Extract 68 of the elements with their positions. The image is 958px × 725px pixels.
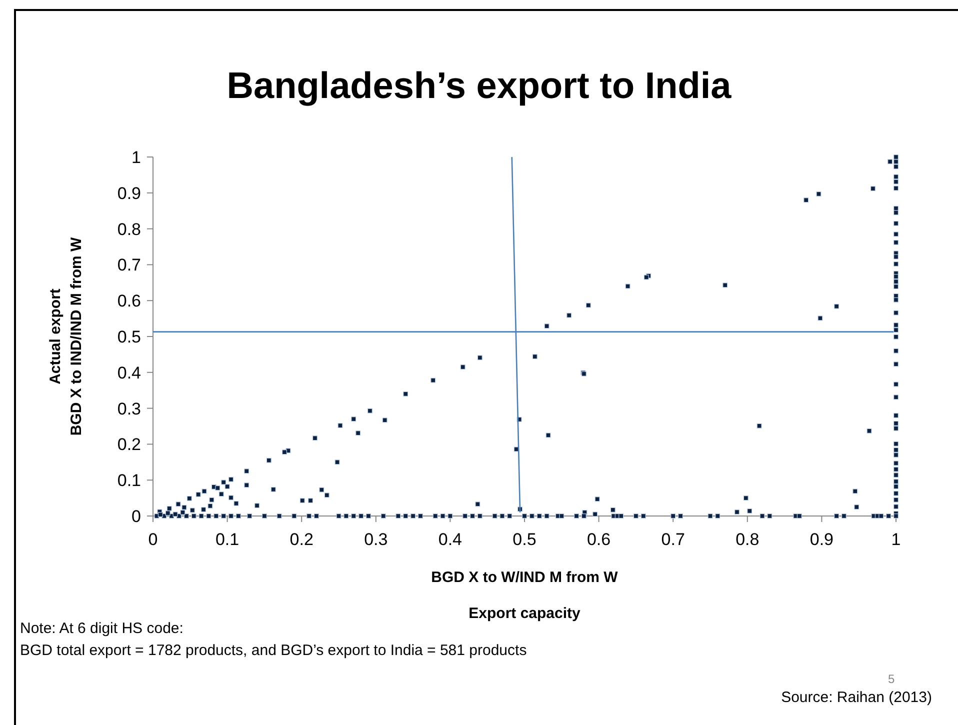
point: [894, 179, 898, 184]
y-tick-label: 0.3: [117, 399, 141, 418]
point: [894, 297, 898, 302]
point: [894, 426, 898, 431]
point: [894, 210, 898, 216]
point: [894, 514, 898, 518]
y-tick-label: 0: [132, 506, 141, 526]
source-note: Source: Raihan (2013): [781, 689, 932, 706]
y-tick-label: 1: [132, 148, 141, 167]
y-tick-label: 0.7: [117, 256, 141, 275]
point: [894, 452, 898, 458]
y-tick-label: 0.5: [117, 327, 141, 346]
x-tick-label: 0.9: [810, 530, 834, 549]
x-tick-label: 0.2: [290, 530, 314, 549]
point: [894, 284, 898, 290]
point: [894, 174, 898, 180]
x-tick-label: 0.8: [736, 530, 760, 549]
x-tick-label: 0.5: [512, 530, 536, 549]
point: [894, 484, 898, 490]
point: [894, 322, 898, 328]
point: [894, 261, 898, 266]
y-tick-label: 0.8: [117, 220, 141, 239]
point: [894, 328, 898, 333]
point: [894, 159, 898, 164]
text: BGD total export = 1782 products, and BGD’s export to India = 581 products: [20, 642, 527, 659]
y-tick-label: 0.6: [117, 292, 141, 311]
chart-title: Bangladesh’s export to India: [226, 65, 732, 106]
y-tick-label: 0.9: [117, 184, 141, 203]
point: [894, 460, 898, 466]
point: [894, 362, 898, 367]
point: [894, 274, 898, 280]
point: [894, 441, 898, 446]
x-tick-label: 1: [891, 530, 901, 549]
y-tick-label: 0.4: [117, 363, 141, 382]
point: [894, 186, 898, 191]
point: [894, 164, 898, 170]
x-tick-label: 0.4: [438, 530, 462, 549]
x-tick-label: 0: [148, 530, 158, 549]
point: [894, 240, 898, 245]
point: [894, 412, 898, 418]
x-tick-label: 0.7: [661, 530, 685, 549]
point: [894, 479, 898, 484]
point: [894, 220, 898, 226]
point: [894, 279, 898, 284]
point: [894, 394, 898, 400]
point: [894, 504, 898, 510]
point: [894, 310, 898, 316]
x-tick-label: 0.3: [364, 530, 388, 549]
point: [894, 154, 898, 160]
text: 5: [888, 672, 895, 686]
point: [894, 254, 898, 260]
point: [894, 466, 898, 472]
y-tick-label: 0.2: [117, 435, 141, 454]
y-tick-label: 0.1: [117, 471, 141, 490]
y-axis-title: Actual export BGD X to IND/IND M from W: [47, 236, 85, 436]
point: [894, 334, 898, 340]
text: Note: At 6 digit HS code:: [20, 620, 184, 637]
point: [894, 490, 898, 496]
point: [894, 382, 898, 387]
point: [894, 447, 898, 452]
point: [894, 348, 898, 354]
point: [894, 472, 898, 478]
text: BGD X to W/IND M from W Export capacity: [431, 569, 618, 622]
x-tick-label: 0.6: [586, 530, 611, 549]
point: [894, 232, 898, 237]
point: [894, 420, 898, 426]
point: [894, 497, 898, 502]
x-tick-label: 0.1: [215, 530, 240, 549]
